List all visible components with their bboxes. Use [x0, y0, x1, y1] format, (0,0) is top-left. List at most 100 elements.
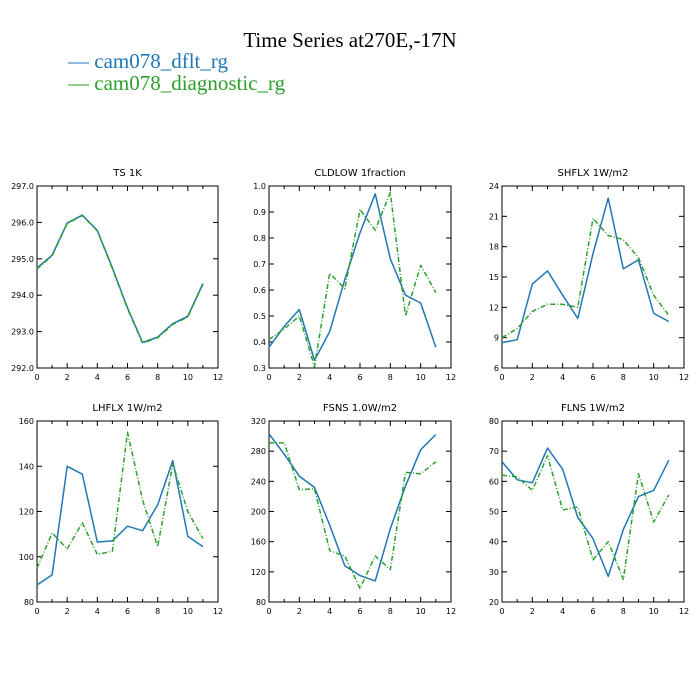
x-tick-label: 10: [183, 607, 193, 616]
x-tick-label: 10: [183, 373, 193, 382]
x-tick-label: 6: [357, 373, 362, 382]
x-tick-label: 4: [560, 607, 565, 616]
series-line-diagnostic: [36, 214, 204, 344]
y-tick-label: 70: [489, 447, 499, 456]
x-tick-label: 2: [530, 373, 535, 382]
y-tick-label: 50: [489, 508, 499, 517]
y-tick-label: 12: [489, 303, 499, 312]
x-tick-label: 8: [621, 373, 626, 382]
y-tick-label: 21: [489, 212, 499, 221]
x-tick-label: 12: [446, 373, 456, 382]
y-tick-label: 0.7: [253, 260, 266, 269]
x-tick-label: 0: [266, 607, 271, 616]
x-tick-label: 12: [679, 607, 689, 616]
page-title: Time Series at270E,-17N: [243, 28, 457, 52]
y-tick-label: 294.0: [11, 291, 34, 300]
x-tick-label: 2: [65, 607, 70, 616]
x-tick-label: 8: [388, 373, 393, 382]
x-tick-label: 6: [590, 607, 595, 616]
x-tick-label: 6: [357, 607, 362, 616]
y-tick-label: 296.0: [11, 218, 34, 227]
plot-frame: [36, 420, 219, 603]
y-tick-label: 160: [19, 417, 34, 426]
y-tick-label: 280: [251, 447, 266, 456]
y-tick-label: 140: [19, 462, 34, 471]
y-tick-label: 0.6: [253, 286, 266, 295]
series-line-diagnostic: [501, 217, 670, 339]
series-line-diagnostic: [501, 454, 670, 581]
panel-title: SHFLX 1W/m2: [558, 168, 629, 179]
y-tick-label: 0.9: [253, 208, 266, 217]
x-tick-label: 10: [649, 607, 659, 616]
y-tick-label: 40: [489, 538, 499, 547]
x-tick-label: 12: [679, 373, 689, 382]
plot-frame: [36, 185, 219, 369]
x-tick-label: 8: [388, 607, 393, 616]
y-tick-label: 0.5: [253, 312, 266, 321]
x-tick-label: 0: [266, 373, 271, 382]
panel-title: TS 1K: [112, 168, 142, 179]
y-tick-label: 9: [494, 334, 499, 343]
series-line-dflt: [268, 433, 437, 582]
panel-5: FSNS 1.0W/m2 0 2 4 6 8 10 12 80 120 160 200 240 280 32…: [251, 403, 456, 616]
y-tick-label: 18: [489, 243, 499, 252]
x-tick-label: 2: [297, 607, 302, 616]
x-tick-label: 6: [125, 607, 130, 616]
panel-6: FLNS 1W/m2 0 2 4 6 8 10 12 20 30 40 50 60 70 80: [489, 403, 689, 616]
x-tick-label: 6: [590, 373, 595, 382]
y-tick-label: 24: [489, 182, 499, 191]
x-tick-label: 2: [530, 607, 535, 616]
x-tick-label: 12: [213, 607, 223, 616]
panel-title: FLNS 1W/m2: [561, 403, 625, 414]
y-tick-label: 80: [256, 598, 266, 607]
y-tick-label: 6: [494, 364, 499, 373]
x-tick-label: 0: [34, 373, 39, 382]
y-tick-label: 80: [489, 417, 499, 426]
y-tick-label: 292.0: [11, 364, 34, 373]
series-line-dflt: [268, 193, 437, 361]
x-tick-label: 0: [34, 607, 39, 616]
x-tick-label: 0: [499, 607, 504, 616]
panel-title: LHFLX 1W/m2: [92, 403, 162, 414]
legend-entry-diagnostic: — cam078_diagnostic_rg: [68, 71, 286, 95]
panel-4: LHFLX 1W/m2 0 2 4 6 8 10 12 80 100 120 140 160: [19, 403, 223, 616]
y-tick-label: 200: [251, 508, 266, 517]
series-line-diagnostic: [269, 442, 437, 590]
y-tick-label: 295.0: [11, 255, 34, 264]
y-tick-label: 15: [489, 273, 499, 282]
y-tick-label: 160: [251, 538, 266, 547]
x-tick-label: 12: [446, 607, 456, 616]
x-tick-label: 10: [649, 373, 659, 382]
x-tick-label: 2: [297, 373, 302, 382]
y-tick-label: 120: [19, 508, 34, 517]
series-line-diagnostic: [36, 431, 204, 569]
y-tick-label: 0.8: [253, 234, 266, 243]
x-tick-label: 0: [499, 373, 504, 382]
x-tick-label: 12: [213, 373, 223, 382]
plot-frame: [501, 185, 685, 369]
y-tick-label: 30: [489, 568, 499, 577]
y-tick-label: 1.0: [253, 182, 266, 191]
x-tick-label: 6: [125, 373, 130, 382]
panel-title: FSNS 1.0W/m2: [323, 403, 397, 414]
legend-entry-dflt: — cam078_dflt_rg: [68, 49, 229, 73]
y-tick-label: 293.0: [11, 328, 34, 337]
panel-1: TS 1K 0 2 4 6 8 10 12 292.0 293.0 294.0 295.0 296.0 2…: [11, 168, 223, 382]
legend-label-diagnostic: cam078_diagnostic_rg: [94, 71, 286, 95]
y-tick-label: 100: [19, 553, 34, 562]
series-line-diagnostic: [268, 191, 437, 368]
x-tick-label: 2: [65, 373, 70, 382]
y-tick-label: 120: [251, 568, 266, 577]
legend-label-dflt: cam078_dflt_rg: [94, 49, 229, 73]
x-tick-label: 8: [155, 373, 160, 382]
x-tick-label: 4: [560, 373, 565, 382]
y-tick-label: 80: [24, 598, 34, 607]
y-tick-label: 20: [489, 598, 499, 607]
x-tick-label: 10: [416, 607, 426, 616]
series-line-dflt: [501, 197, 670, 344]
series-line-dflt: [501, 447, 670, 578]
x-tick-label: 10: [416, 373, 426, 382]
panel-2: CLDLOW 1fraction 0 2 4 6 8 10 12 0.3 0.4 0.5 0.6 0.7…: [253, 168, 456, 382]
